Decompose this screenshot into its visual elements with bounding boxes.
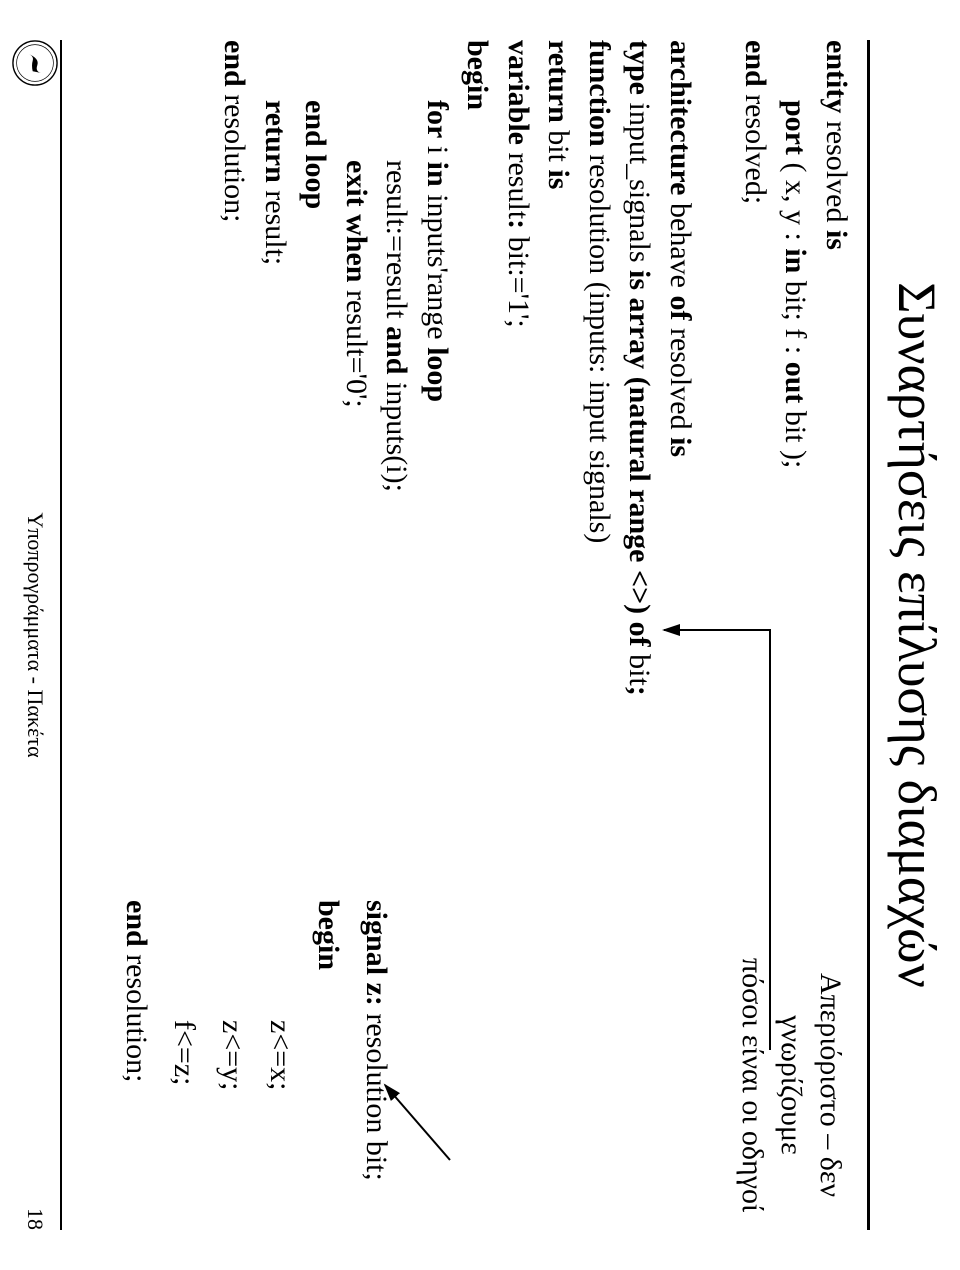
footer-rule <box>60 40 62 1230</box>
footer-text: Υποπρογράμματα - Πακέτα <box>22 0 48 1270</box>
arrow-annotation-1 <box>0 0 960 1270</box>
logo-icon <box>12 40 58 86</box>
page-number: 18 <box>22 1208 48 1230</box>
slide: Συναρτήσεις επίλυσης διαμαχών entity res… <box>0 0 960 1270</box>
